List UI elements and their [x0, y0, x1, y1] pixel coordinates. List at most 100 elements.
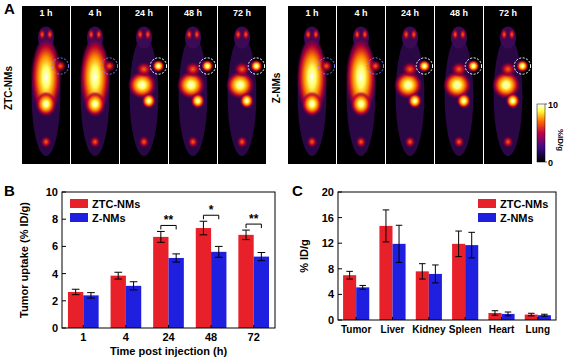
legend-swatch: [478, 213, 496, 222]
image-bg: [120, 6, 168, 164]
legend-label: ZTC-NMs: [500, 198, 548, 210]
hotspot: [506, 93, 520, 109]
x-tick-label: 24: [162, 331, 175, 343]
y-tick-label: 4: [328, 288, 335, 300]
hotspot: [410, 28, 418, 41]
tumor-circle: [199, 58, 215, 74]
image-bg: [484, 6, 532, 164]
error-bar: [215, 246, 223, 257]
tumor-circle: [101, 58, 117, 74]
hotspot: [306, 136, 318, 149]
error-bar: [492, 311, 499, 315]
hotspot: [135, 61, 152, 77]
error-bar: [528, 313, 535, 316]
image-bg: [386, 6, 434, 164]
x-tick: [83, 325, 84, 328]
hotspot: [408, 93, 422, 109]
x-tick-label: 1: [80, 331, 86, 343]
marks: [68, 221, 269, 328]
tumor-signal: [320, 60, 332, 72]
image-bg: [435, 6, 483, 164]
error-bar: [87, 293, 95, 298]
x-axis-title: Time post injection (h): [110, 345, 227, 357]
image-bg: [71, 6, 119, 164]
time-label: 48 h: [184, 8, 202, 18]
hotspot: [402, 28, 410, 41]
hotspot: [453, 136, 465, 149]
hotspot: [502, 136, 514, 149]
image-group: 1 h4 h24 h48 h72 hZ-NMs: [271, 6, 532, 164]
hotspot: [234, 28, 242, 41]
y-axis-title: Tumor uptake (% ID/g): [18, 202, 30, 318]
y-tick-label: 6: [52, 240, 58, 252]
x-tick: [537, 317, 538, 320]
frame: [338, 192, 556, 320]
bar: [343, 275, 356, 320]
hotspot: [184, 61, 201, 77]
hotspot: [350, 91, 371, 116]
tumor-signal: [467, 60, 479, 72]
y-tick: [62, 246, 66, 247]
error-bar: [383, 210, 390, 242]
bar: [68, 292, 83, 328]
hotspot: [240, 93, 254, 109]
error-bar: [455, 231, 462, 257]
hotspot: [138, 136, 150, 149]
group-label: ZTC-NMs: [3, 66, 14, 110]
image-bg: [218, 6, 266, 164]
hotspot: [40, 136, 52, 149]
x-tick: [356, 317, 357, 320]
error-bar: [396, 225, 403, 262]
tumor-signal: [152, 60, 164, 72]
bar: [254, 257, 269, 328]
head: [234, 27, 250, 49]
head: [500, 27, 516, 49]
legend: ZTC-NMsZ-NMs: [478, 198, 548, 224]
tumor-signal: [201, 60, 213, 72]
group-label: Z-NMs: [271, 72, 282, 103]
x-tick-label: 48: [205, 331, 217, 343]
tumor-circle: [416, 58, 432, 74]
y-tick: [338, 268, 342, 269]
bar: [83, 295, 98, 328]
y-tick-label: 0: [52, 322, 58, 334]
bar: [126, 286, 141, 328]
hotspot: [84, 91, 105, 116]
y-tick-label: 12: [322, 237, 334, 249]
hotspot: [89, 136, 101, 149]
hotspot: [500, 28, 508, 41]
colorbar-tick-label: 0: [548, 158, 553, 168]
y-tick: [62, 328, 66, 329]
time-label: 72 h: [233, 8, 251, 18]
y-tick-label: 2: [52, 295, 58, 307]
legend-swatch: [478, 199, 496, 208]
time-label: 48 h: [450, 8, 468, 18]
legend-swatch: [70, 213, 88, 222]
hotspot: [301, 91, 322, 116]
bar: [169, 258, 184, 328]
tumor-signal: [250, 60, 262, 72]
figure: ABC1 h4 h24 h48 h72 hZTC-NMs1 h4 h24 h48…: [0, 0, 564, 361]
head: [402, 27, 418, 49]
head: [451, 27, 467, 49]
panel-label: C: [292, 182, 303, 199]
tumor-signal: [54, 60, 66, 72]
hotspot: [185, 28, 193, 41]
colorbar-tick-label: 10: [548, 100, 558, 110]
x-tick: [168, 325, 169, 328]
time-label: 24 h: [401, 8, 419, 18]
frame: [62, 192, 275, 328]
y-tick-label: 16: [322, 212, 334, 224]
time-label: 4 h: [354, 8, 367, 18]
error-bar: [505, 312, 512, 316]
hotspot: [459, 28, 467, 41]
error-bar: [359, 285, 366, 289]
bar: [111, 276, 126, 328]
hotspot: [457, 93, 471, 109]
error-bar: [468, 232, 475, 258]
bar: [196, 228, 211, 328]
x-tick: [501, 317, 502, 320]
hotspot: [499, 61, 516, 77]
tumor-circle: [465, 58, 481, 74]
error-bar: [72, 289, 80, 294]
